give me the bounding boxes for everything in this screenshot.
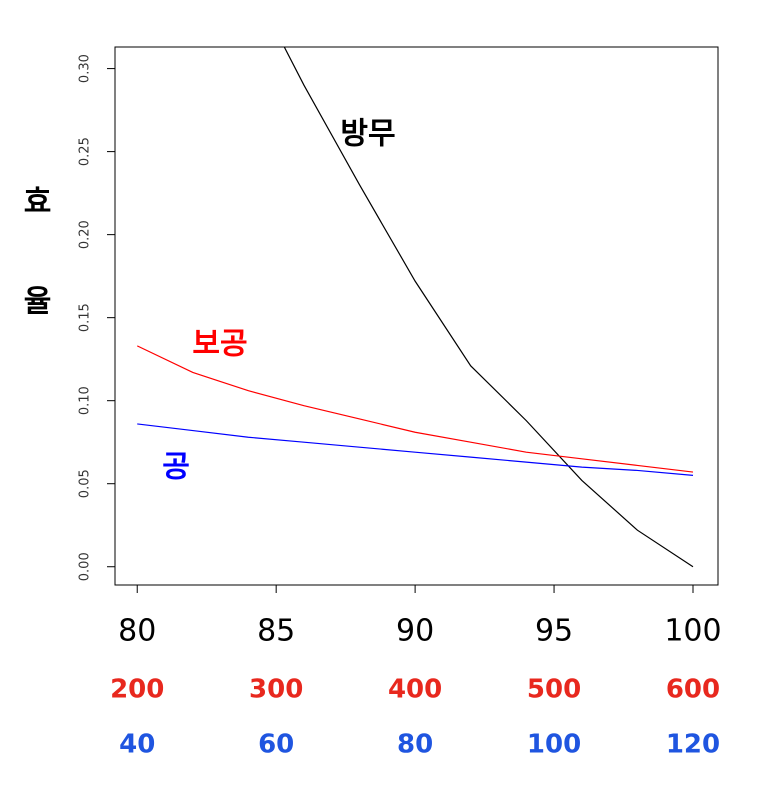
y-tick-label: 0.30: [78, 54, 93, 83]
x-tick-label: 95: [535, 614, 573, 649]
x-tick-label-alt: 100: [527, 730, 581, 760]
x-tick-label-alt: 300: [249, 675, 303, 705]
x-tick-label: 90: [396, 614, 434, 649]
plot-frame: [114, 46, 719, 586]
line: [136, 345, 694, 473]
series-label: 방무: [340, 117, 395, 152]
y-tick-label: 0.15: [78, 303, 93, 332]
x-tick-label-alt: 600: [666, 675, 720, 705]
y-tick-label: 0.25: [78, 137, 93, 166]
series-label: 보공: [192, 327, 247, 362]
x-tick-label-alt: 120: [666, 730, 720, 760]
x-tick-label-alt: 40: [119, 730, 155, 760]
x-tick-label-alt: 60: [258, 730, 294, 760]
x-tick-label: 80: [118, 614, 156, 649]
x-tick-label-alt: 80: [397, 730, 433, 760]
line: [137, 423, 694, 477]
y-axis-label: 효율: [17, 185, 52, 385]
y-tick-label: 0.10: [78, 386, 93, 415]
series-label: 공: [162, 450, 190, 485]
x-tick-label-alt: 400: [388, 675, 442, 705]
x-tick-label: 85: [257, 614, 295, 649]
x-tick-label: 100: [664, 614, 721, 649]
line: [283, 47, 694, 568]
y-tick-label: 0.20: [78, 220, 93, 249]
x-tick-label-alt: 500: [527, 675, 581, 705]
x-tick-label-alt: 200: [110, 675, 164, 705]
plot-lines: [136, 47, 694, 568]
y-tick-label: 0.05: [78, 469, 93, 498]
y-tick-label: 0.00: [78, 552, 93, 581]
